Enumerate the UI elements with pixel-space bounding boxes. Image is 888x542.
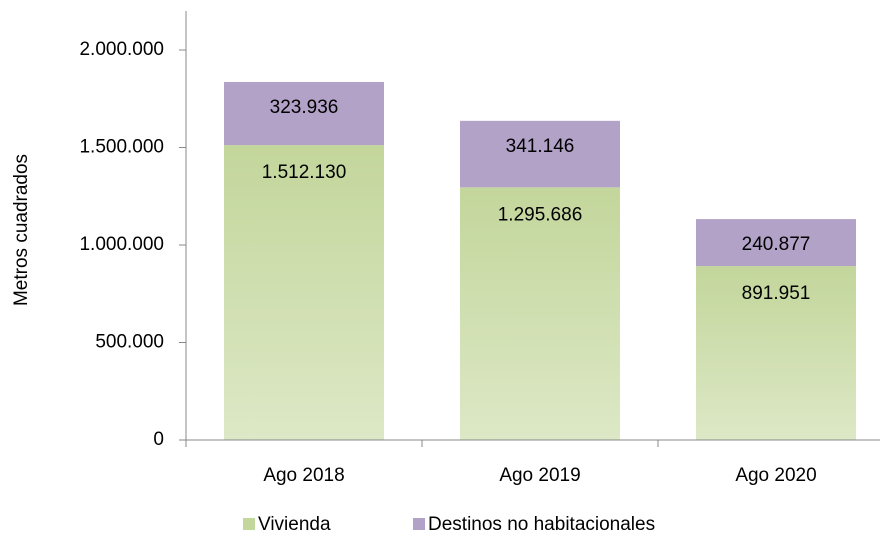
- x-tick-label: Ago 2020: [735, 465, 816, 486]
- legend-swatch: [413, 518, 425, 530]
- bar-segment: [460, 120, 620, 188]
- bar-segment: [696, 266, 856, 440]
- y-tick-label: 500.000: [95, 332, 164, 353]
- bar-segment: [696, 219, 856, 267]
- data-label: 341.146: [506, 136, 575, 157]
- y-tick-label: 1.000.000: [79, 234, 164, 255]
- x-tick-label: Ago 2019: [499, 465, 580, 486]
- legend-label: Destinos no habitacionales: [428, 514, 655, 535]
- data-label: 1.512.130: [262, 162, 347, 183]
- bar-segment: [224, 81, 384, 146]
- data-label: 891.951: [742, 283, 811, 304]
- y-tick-label: 2.000.000: [79, 39, 164, 60]
- legend-swatch: [243, 518, 255, 530]
- y-tick-label: 1.500.000: [79, 137, 164, 158]
- bar-segment: [460, 187, 620, 440]
- y-tick-label: 0: [153, 429, 164, 450]
- y-axis-label: Metros cuadrados: [11, 154, 32, 306]
- legend-label: Vivienda: [258, 514, 331, 535]
- x-tick-label: Ago 2018: [263, 465, 344, 486]
- data-label: 240.877: [742, 234, 811, 255]
- data-label: 1.295.686: [498, 204, 583, 225]
- bar-segment: [224, 145, 384, 440]
- data-label: 323.936: [270, 97, 339, 118]
